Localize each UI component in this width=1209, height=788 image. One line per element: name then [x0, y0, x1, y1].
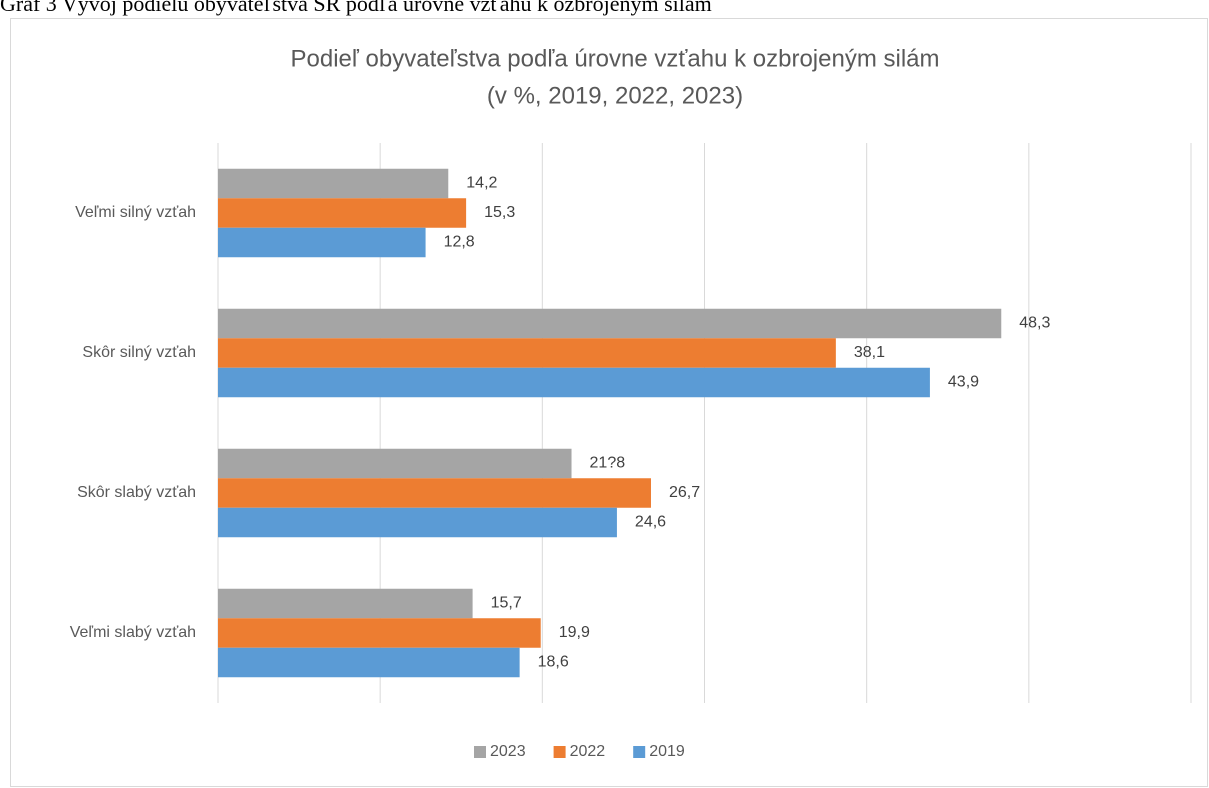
value-label: 21?8	[590, 455, 626, 472]
value-label: 26,7	[669, 484, 700, 501]
value-label: 15,3	[484, 204, 515, 221]
y-tick-label: Skôr silný vzťah	[82, 344, 196, 361]
bar	[218, 478, 651, 508]
legend-label: 2022	[570, 743, 606, 760]
value-label: 15,7	[491, 595, 522, 612]
bar	[218, 588, 473, 619]
legend-label: 2023	[490, 743, 526, 760]
value-label: 19,9	[559, 624, 590, 641]
value-label: 12,8	[444, 234, 475, 251]
chart-border	[10, 18, 1208, 787]
y-tick-label: Skôr slabý vzťah	[77, 484, 196, 501]
bar	[218, 618, 541, 648]
bar	[218, 168, 449, 199]
bar	[218, 647, 520, 678]
bar	[218, 308, 1002, 339]
legend-swatch	[553, 746, 566, 758]
value-label: 24,6	[635, 514, 666, 531]
y-tick-label: Veľmi silný vzťah	[75, 204, 196, 221]
legend-label: 2019	[649, 743, 685, 760]
chart-subtitle: (v %, 2019, 2022, 2023)	[487, 82, 743, 109]
bar	[218, 198, 467, 228]
value-label: 43,9	[948, 374, 979, 391]
bar	[218, 448, 572, 479]
bar	[218, 338, 836, 368]
value-label: 18,6	[538, 654, 569, 671]
value-label: 14,2	[466, 175, 497, 192]
caption: Graf 3 Vývoj podielu obyvateľstva SR pod…	[0, 0, 712, 16]
bar	[218, 507, 617, 538]
value-label: 48,3	[1019, 315, 1050, 332]
legend-swatch	[474, 746, 486, 758]
bar	[218, 367, 930, 398]
chart-title: Podieľ obyvateľstva podľa úrovne vzťahu …	[291, 45, 940, 72]
legend-swatch	[633, 746, 646, 758]
y-tick-label: Veľmi slabý vzťah	[70, 624, 196, 641]
value-label: 38,1	[854, 344, 885, 361]
bar	[218, 227, 426, 258]
